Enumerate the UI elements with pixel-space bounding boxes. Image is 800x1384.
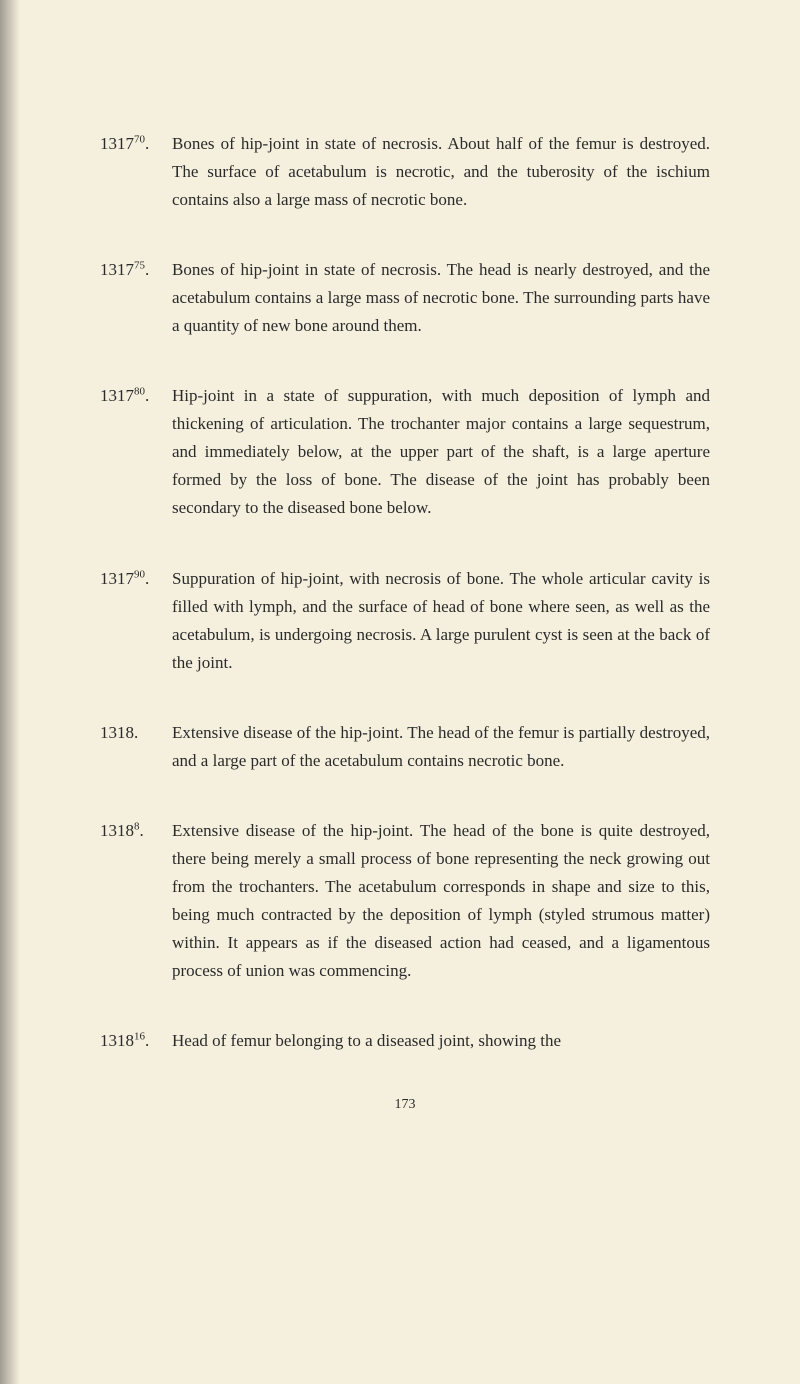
entry-number: 1317 bbox=[100, 260, 134, 279]
entry-superscript: 80 bbox=[134, 386, 145, 398]
entry-description: Bones of hip-joint in state of necrosis.… bbox=[172, 130, 710, 214]
entry-label: 131816. bbox=[100, 1027, 172, 1055]
entry-suffix: . bbox=[145, 386, 149, 405]
entry-description: Bones of hip-joint in state of necrosis.… bbox=[172, 256, 710, 340]
entry-suffix: . bbox=[145, 1031, 149, 1050]
entry-number: 1318 bbox=[100, 821, 134, 840]
entry-label: 131780. bbox=[100, 382, 172, 410]
entry-label: 131790. bbox=[100, 565, 172, 593]
document-page: 131770. Bones of hip-joint in state of n… bbox=[0, 0, 800, 1173]
page-shadow bbox=[0, 0, 20, 1384]
entry-superscript: 16 bbox=[134, 1030, 145, 1042]
entry-description: Hip-joint in a state of suppuration, wit… bbox=[172, 382, 710, 522]
entry-suffix: . bbox=[145, 134, 149, 153]
entry-label: 131775. bbox=[100, 256, 172, 284]
entry-description: Extensive disease of the hip-joint. The … bbox=[172, 817, 710, 985]
catalog-entry: 131775. Bones of hip-joint in state of n… bbox=[100, 256, 710, 340]
entry-number: 1317 bbox=[100, 386, 134, 405]
catalog-entry: 131790. Suppuration of hip-joint, with n… bbox=[100, 565, 710, 677]
entry-label: 1318. bbox=[100, 719, 172, 747]
entry-number: 1317 bbox=[100, 134, 134, 153]
page-number: 173 bbox=[100, 1097, 710, 1113]
entry-suffix: . bbox=[145, 260, 149, 279]
entry-suffix: . bbox=[145, 569, 149, 588]
entry-label: 131770. bbox=[100, 130, 172, 158]
entry-description: Suppuration of hip-joint, with necrosis … bbox=[172, 565, 710, 677]
catalog-entry: 13188. Extensive disease of the hip-join… bbox=[100, 817, 710, 985]
entry-description: Head of femur belonging to a diseased jo… bbox=[172, 1027, 710, 1055]
entry-number: 1317 bbox=[100, 569, 134, 588]
catalog-entry: 1318. Extensive disease of the hip-joint… bbox=[100, 719, 710, 775]
entry-label: 13188. bbox=[100, 817, 172, 845]
catalog-entry: 131816. Head of femur belonging to a dis… bbox=[100, 1027, 710, 1055]
catalog-entry: 131780. Hip-joint in a state of suppurat… bbox=[100, 382, 710, 522]
entry-superscript: 70 bbox=[134, 133, 145, 145]
catalog-entry: 131770. Bones of hip-joint in state of n… bbox=[100, 130, 710, 214]
entry-number: 1318. bbox=[100, 723, 138, 742]
entry-description: Extensive disease of the hip-joint. The … bbox=[172, 719, 710, 775]
entry-number: 1318 bbox=[100, 1031, 134, 1050]
entry-superscript: 75 bbox=[134, 259, 145, 271]
entry-suffix: . bbox=[140, 821, 144, 840]
entry-superscript: 90 bbox=[134, 568, 145, 580]
